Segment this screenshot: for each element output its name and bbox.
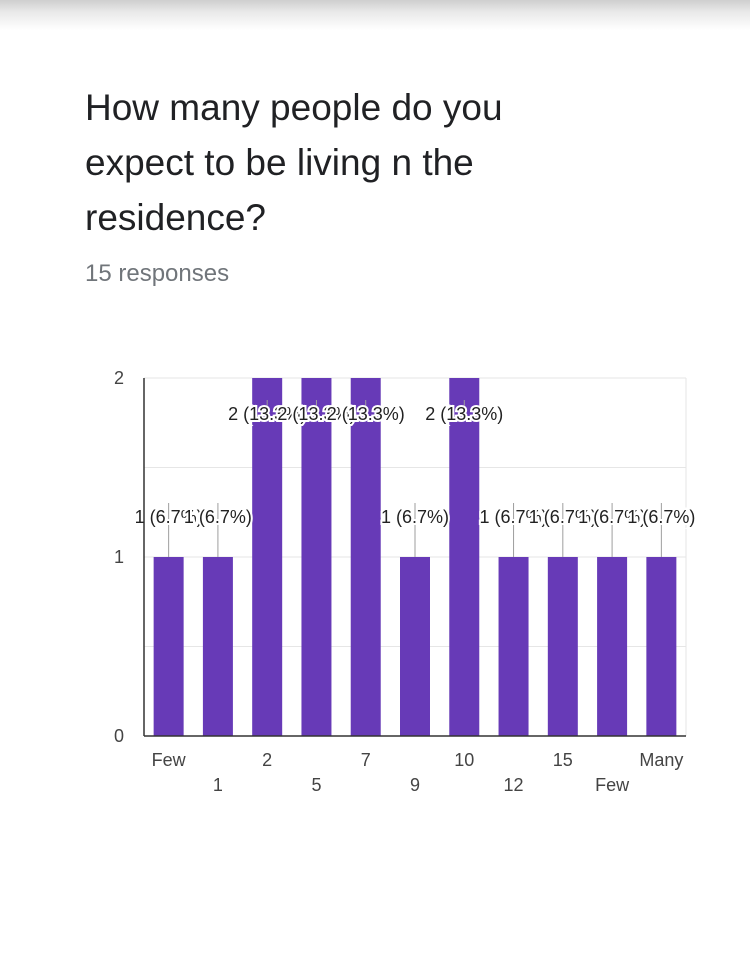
y-tick-label: 1: [114, 547, 124, 567]
question-title: How many people do you expect to be livi…: [85, 87, 503, 238]
data-labels: 1 (6.7%)1 (6.7%)2 (13.3%)2 (13.3%)2 (13.…: [133, 400, 697, 557]
data-label: 2 (13.3%): [277, 404, 355, 424]
x-tick-label: 1: [213, 775, 223, 795]
x-tick-label: 2: [262, 750, 272, 770]
y-tick-label: 0: [114, 726, 124, 746]
x-tick-label: 10: [454, 750, 474, 770]
data-label: 1 (6.7%): [578, 507, 646, 527]
bars: [153, 378, 677, 736]
x-tick-label: Few: [152, 750, 187, 770]
bar-6: [449, 378, 480, 736]
x-tick-label: 7: [361, 750, 371, 770]
x-tick-label: Few: [595, 775, 630, 795]
data-label: 1 (6.7%): [184, 507, 252, 527]
x-tick-label: 15: [553, 750, 573, 770]
data-label: 1 (6.7%): [480, 507, 548, 527]
data-label: 2 (13.3%): [425, 404, 503, 424]
data-label: 1 (6.7%): [627, 507, 695, 527]
data-label: 2 (13.3%): [228, 404, 306, 424]
bar-9: [597, 557, 628, 736]
top-shadow: [0, 0, 750, 30]
bar-0: [153, 557, 184, 736]
bar-4: [350, 378, 381, 736]
y-tick-label: 2: [114, 368, 124, 388]
bar-7: [498, 557, 529, 736]
bar-3: [301, 378, 332, 736]
bar-2: [252, 378, 283, 736]
bar-8: [547, 557, 578, 736]
x-tick-label: 5: [311, 775, 321, 795]
x-tick-label: Many: [639, 750, 683, 770]
bar-1: [202, 557, 233, 736]
data-label: 1 (6.7%): [529, 507, 597, 527]
bar-10: [646, 557, 677, 736]
bar-5: [400, 557, 430, 736]
x-tick-label: 12: [504, 775, 524, 795]
data-label: 2 (13.3%): [327, 404, 405, 424]
x-tick-label: 9: [410, 775, 420, 795]
data-label: 1 (6.7%): [381, 507, 449, 527]
response-count: 15 responses: [85, 260, 230, 287]
